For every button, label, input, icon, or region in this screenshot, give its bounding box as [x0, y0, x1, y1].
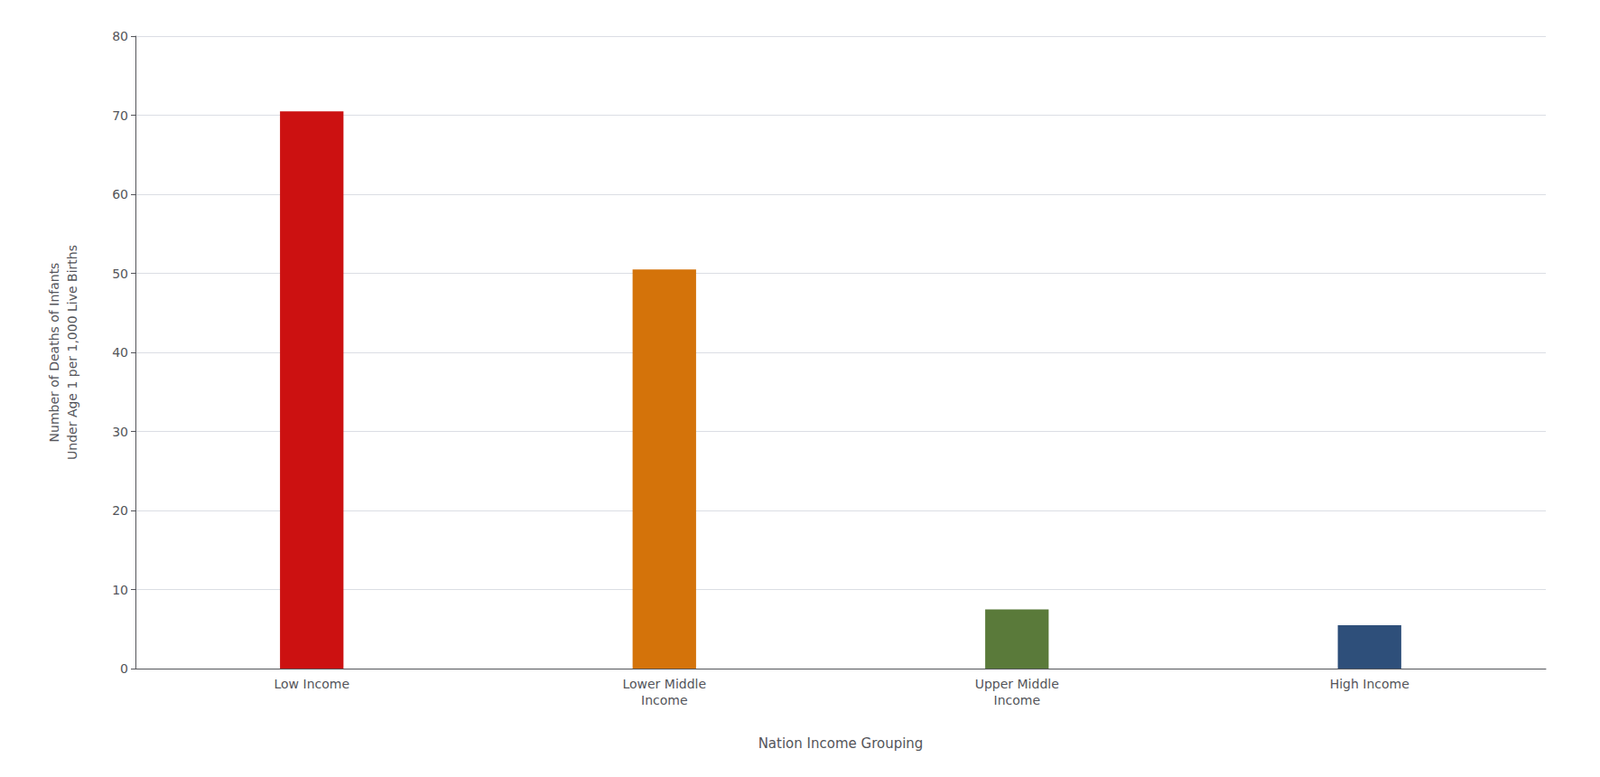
svg-text:Income: Income [993, 692, 1041, 707]
svg-text:0: 0 [120, 660, 129, 676]
svg-text:Lower Middle: Lower Middle [622, 676, 707, 691]
svg-text:Income: Income [641, 692, 689, 707]
svg-text:10: 10 [111, 582, 129, 597]
svg-text:Under Age 1 per 1,000 Live Bir: Under Age 1 per 1,000 Live Births [65, 244, 80, 460]
svg-text:Low Income: Low Income [273, 676, 350, 691]
svg-text:Upper Middle: Upper Middle [975, 676, 1060, 691]
svg-text:20: 20 [111, 502, 129, 518]
svg-text:70: 70 [111, 108, 129, 123]
svg-text:Number of Deaths of Infants: Number of Deaths of Infants [46, 262, 62, 443]
svg-text:60: 60 [111, 186, 129, 202]
svg-text:80: 80 [111, 28, 129, 44]
svg-text:High Income: High Income [1330, 676, 1410, 691]
svg-text:Nation Income Grouping: Nation Income Grouping [758, 734, 924, 752]
svg-text:50: 50 [111, 266, 129, 281]
svg-text:40: 40 [111, 344, 129, 360]
svg-text:30: 30 [111, 424, 129, 439]
